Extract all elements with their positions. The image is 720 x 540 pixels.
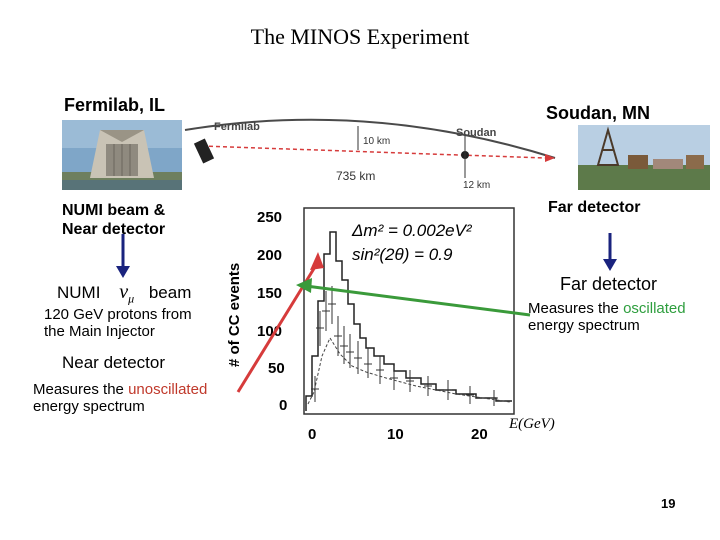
oscillated-curve xyxy=(307,336,511,405)
x-axis-label: E(GeV) xyxy=(509,416,555,432)
fermilab-depth-label: 10 km xyxy=(363,136,390,147)
y-tick-100: 100 xyxy=(257,323,283,340)
red-arrowhead-icon xyxy=(310,252,324,270)
neutrino-subscript: μ xyxy=(128,291,135,306)
page-number: 19 xyxy=(661,496,676,511)
green-arrow-shaft xyxy=(305,284,531,317)
y-tick-200: 200 xyxy=(257,247,283,264)
x-tick-20: 20 xyxy=(471,426,488,443)
numi-near-detector-heading: NUMI beam & Near detector xyxy=(62,201,165,239)
beamline-diagram: Fermilab Soudan 10 km 12 km 735 km xyxy=(184,118,556,191)
earth-surface-arc xyxy=(184,118,556,159)
numi-down-arrow-icon xyxy=(116,234,130,278)
fermilab-map-label: Fermilab xyxy=(214,121,260,133)
near-measures-prefix: Measures the xyxy=(33,381,124,398)
formula-delta-m2: Δm² = 0.002eV² xyxy=(351,221,473,240)
neutrino-beam-line xyxy=(201,145,546,159)
y-tick-150: 150 xyxy=(257,285,283,302)
fermilab-building-image xyxy=(62,120,182,190)
oscillated-highlight: oscillated xyxy=(623,300,686,317)
energy-spectrum-plot: Δm² = 0.002eV² sin²(2θ) = 0.9 xyxy=(303,207,515,415)
x-tick-10: 10 xyxy=(387,426,404,443)
near-detector-label: Near detector xyxy=(62,353,165,372)
y-tick-50: 50 xyxy=(268,360,285,377)
heading-line-1: NUMI beam & xyxy=(62,202,166,219)
green-arrowhead-icon xyxy=(296,278,312,293)
near-detector-description: Measures the unoscillated energy spectru… xyxy=(33,381,207,415)
soudan-depth-label: 12 km xyxy=(463,180,490,191)
unoscillated-highlight: unoscillated xyxy=(128,381,208,398)
numi-beam-label: NUMI νμ beam xyxy=(57,281,191,306)
slide-title: The MINOS Experiment xyxy=(250,24,470,49)
expected-histogram xyxy=(305,231,512,411)
beam-prefix: NUMI xyxy=(57,283,101,302)
far-detector-description: Measures the oscillated energy spectrum xyxy=(528,300,686,334)
far-down-arrow-icon xyxy=(603,233,617,271)
heading-line-2: Near detector xyxy=(62,221,166,238)
distance-label: 735 km xyxy=(336,169,375,183)
protons-line-2: the Main Injector xyxy=(44,323,155,340)
y-tick-250: 250 xyxy=(257,209,283,226)
far-measures-prefix: Measures the xyxy=(528,300,619,317)
data-points xyxy=(311,286,498,406)
beam-arrowhead-icon xyxy=(545,154,555,162)
soudan-mine-image xyxy=(578,125,710,190)
beam-suffix: beam xyxy=(148,283,192,302)
protons-line-1: 120 GeV protons from xyxy=(44,306,192,323)
plot-frame xyxy=(303,207,515,415)
y-tick-0: 0 xyxy=(279,397,288,414)
far-detector-subheading: Far detector xyxy=(560,274,658,294)
x-tick-0: 0 xyxy=(308,426,317,443)
protons-description: 120 GeV protons from the Main Injector xyxy=(44,306,192,340)
neutrino-symbol: ν xyxy=(119,281,129,303)
near-measures-suffix: energy spectrum xyxy=(33,398,145,415)
soudan-location-label: Soudan, MN xyxy=(546,103,650,123)
fermilab-location-label: Fermilab, IL xyxy=(64,95,166,115)
formula-sin2: sin²(2θ) = 0.9 xyxy=(352,245,453,264)
near-detector-icon xyxy=(193,138,215,164)
far-detector-heading: Far detector xyxy=(548,199,641,216)
far-measures-suffix: energy spectrum xyxy=(528,317,640,334)
soudan-map-label: Soudan xyxy=(456,127,497,139)
